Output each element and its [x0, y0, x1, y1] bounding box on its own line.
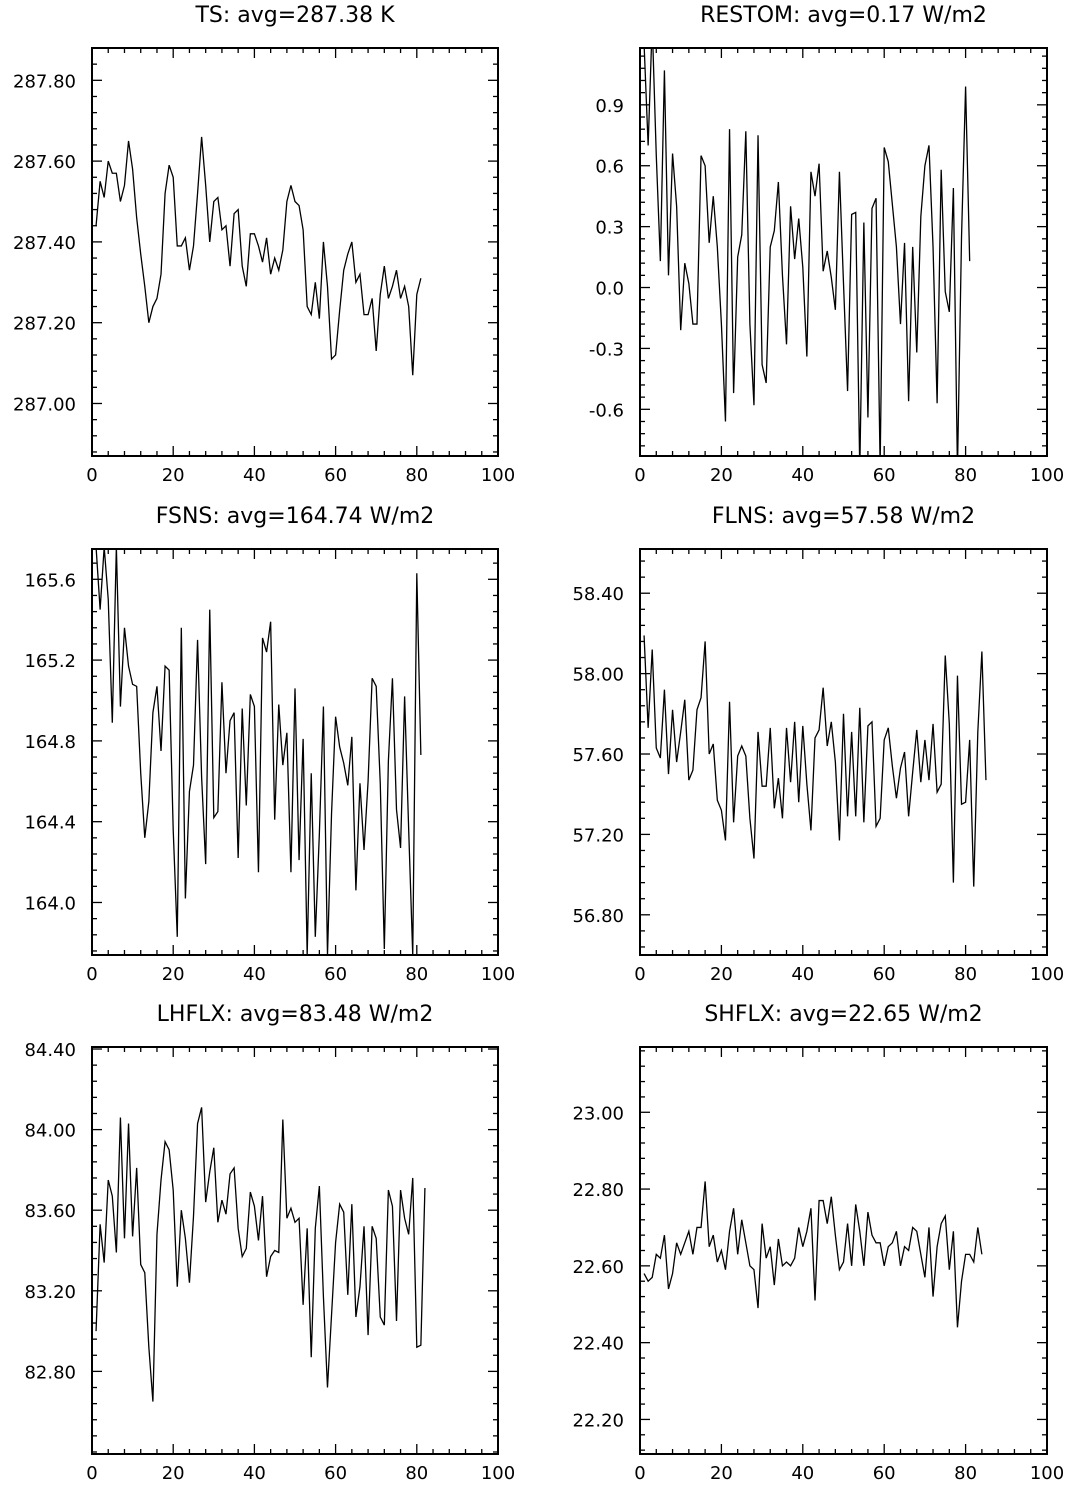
- y-tick-label: 0.9: [595, 96, 624, 117]
- x-tick-label: 60: [873, 1463, 896, 1484]
- chart-panel: FLNS: avg=57.58 W/m2 0 20 40 60 80 100 56.80 57.…: [572, 504, 1064, 985]
- series-line: [643, 48, 971, 456]
- y-tick-label: 58.00: [572, 665, 624, 686]
- y-tick-label: 0.3: [595, 218, 624, 239]
- x-tick-label: 80: [405, 465, 428, 486]
- series-line: [95, 136, 422, 376]
- y-tick-label: 287.80: [13, 71, 76, 92]
- plot-frame: [639, 548, 1048, 956]
- y-tick-label: 84.40: [24, 1040, 76, 1061]
- x-tick-label: 20: [162, 964, 185, 985]
- x-tick-label: 80: [405, 964, 428, 985]
- y-tick-label: 56.80: [572, 906, 624, 927]
- series-line: [643, 635, 987, 887]
- chart-title: FLNS: avg=57.58 W/m2: [712, 504, 975, 529]
- x-tick-label: 60: [324, 465, 347, 486]
- x-tick-label: 0: [634, 1463, 645, 1484]
- x-tick-label: 100: [1030, 465, 1064, 486]
- plot-frame: [91, 1046, 499, 1455]
- plot-frame: [639, 47, 1048, 457]
- x-tick-label: 20: [162, 1463, 185, 1484]
- plot-frame: [91, 548, 499, 956]
- y-tick-label: 84.00: [24, 1121, 76, 1142]
- y-tick-label: 22.60: [572, 1257, 624, 1278]
- chart-title: FSNS: avg=164.74 W/m2: [156, 504, 435, 529]
- x-tick-label: 20: [710, 1463, 733, 1484]
- x-tick-label: 100: [1030, 1463, 1064, 1484]
- x-tick-label: 0: [86, 1463, 97, 1484]
- series-line: [95, 549, 422, 955]
- x-tick-label: 0: [634, 465, 645, 486]
- chart-title: SHFLX: avg=22.65 W/m2: [704, 1002, 982, 1027]
- x-tick-label: 20: [710, 465, 733, 486]
- x-tick-label: 40: [791, 1463, 814, 1484]
- y-tick-label: 0.0: [595, 279, 624, 300]
- x-tick-label: 80: [954, 465, 977, 486]
- y-tick-label: 165.6: [24, 570, 76, 591]
- x-tick-label: 20: [710, 964, 733, 985]
- chart-panel: SHFLX: avg=22.65 W/m2 0 20 40 60 80 100 22.20 22…: [572, 1002, 1064, 1484]
- x-tick-label: 0: [86, 465, 97, 486]
- x-tick-label: 0: [634, 964, 645, 985]
- x-tick-label: 60: [324, 1463, 347, 1484]
- chart-title: TS: avg=287.38 K: [194, 3, 395, 28]
- x-tick-label: 40: [243, 465, 266, 486]
- x-tick-label: 80: [954, 1463, 977, 1484]
- y-tick-label: 165.2: [24, 651, 76, 672]
- x-tick-label: 80: [405, 1463, 428, 1484]
- y-tick-label: 164.8: [24, 732, 76, 753]
- plot-frame: [91, 47, 499, 457]
- chart-panel: FSNS: avg=164.74 W/m2 0 20 40 60 80 100 164.0 16…: [24, 504, 515, 985]
- y-tick-label: 82.80: [24, 1362, 76, 1383]
- chart-panel: TS: avg=287.38 K 0 20 40 60 80 100 287.00 287.20…: [13, 3, 515, 486]
- y-tick-label: 57.20: [572, 825, 624, 846]
- x-tick-label: 40: [791, 964, 814, 985]
- x-tick-label: 60: [324, 964, 347, 985]
- y-tick-label: 164.0: [24, 893, 76, 914]
- y-tick-label: 22.40: [572, 1334, 624, 1355]
- x-tick-label: 100: [481, 1463, 515, 1484]
- x-tick-label: 100: [481, 964, 515, 985]
- series-line: [643, 1181, 983, 1328]
- x-tick-label: 20: [162, 465, 185, 486]
- x-tick-label: 40: [243, 964, 266, 985]
- x-tick-label: 60: [873, 465, 896, 486]
- series-line: [95, 1107, 426, 1402]
- x-tick-label: 40: [243, 1463, 266, 1484]
- y-tick-label: 83.60: [24, 1201, 76, 1222]
- y-tick-label: 164.4: [24, 813, 76, 834]
- y-tick-label: 57.60: [572, 745, 624, 766]
- y-tick-label: 58.40: [572, 584, 624, 605]
- y-tick-label: 23.00: [572, 1103, 624, 1124]
- chart-title: RESTOM: avg=0.17 W/m2: [700, 3, 987, 28]
- x-tick-label: 40: [791, 465, 814, 486]
- y-tick-label: 287.20: [13, 314, 76, 335]
- chart-panel: LHFLX: avg=83.48 W/m2 0 20 40 60 80 100 82.80 83…: [24, 1002, 515, 1484]
- chart-title: LHFLX: avg=83.48 W/m2: [157, 1002, 434, 1027]
- y-tick-label: 22.80: [572, 1180, 624, 1201]
- y-tick-label: -0.6: [589, 400, 624, 421]
- x-tick-label: 0: [86, 964, 97, 985]
- y-tick-label: -0.3: [589, 339, 624, 360]
- y-tick-label: 83.20: [24, 1282, 76, 1303]
- x-tick-label: 100: [481, 465, 515, 486]
- y-tick-label: 22.20: [572, 1410, 624, 1431]
- plot-frame: [639, 1046, 1048, 1455]
- chart-panel: RESTOM: avg=0.17 W/m2 0 20 40 60 80 100 -0.6 -0.…: [589, 3, 1064, 486]
- x-tick-label: 80: [954, 964, 977, 985]
- y-tick-label: 287.40: [13, 233, 76, 254]
- y-tick-label: 287.60: [13, 152, 76, 173]
- y-tick-label: 287.00: [13, 394, 76, 415]
- x-tick-label: 100: [1030, 964, 1064, 985]
- x-tick-label: 60: [873, 964, 896, 985]
- y-tick-label: 0.6: [595, 157, 624, 178]
